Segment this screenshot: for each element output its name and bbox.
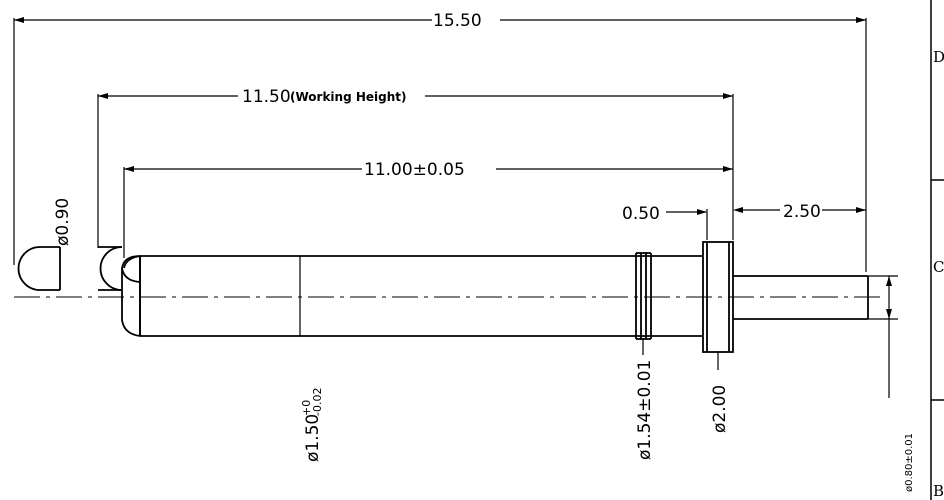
dim-flange-diameter: ø2.00 <box>710 385 730 433</box>
dim-working-height: 11.50 <box>242 87 291 107</box>
dim-ring-diameter: ø1.54±0.01 <box>635 360 655 460</box>
svg-text:-0.02: -0.02 <box>311 388 324 416</box>
zone-letter-b: B <box>933 482 944 500</box>
title-block-frame <box>931 0 944 500</box>
dim-overall-length: 15.50 <box>433 11 482 31</box>
dim-body-length: 11.00±0.05 <box>364 160 465 180</box>
dim-tail-length: 2.50 <box>783 202 821 222</box>
zone-letter-c: C <box>933 258 944 276</box>
dim-flange-thickness: 0.50 <box>622 204 660 224</box>
dim-barrel-diameter: ø1.50 +0 -0.02 <box>300 388 324 462</box>
dimension-lines <box>14 18 898 398</box>
dim-tail-diameter: ø0.80±0.01 <box>904 433 915 492</box>
zone-letter-d: D <box>933 48 944 66</box>
svg-text:ø1.50: ø1.50 <box>303 414 323 462</box>
dim-tip-diameter: ø0.90 <box>53 198 73 246</box>
dim-working-height-note: (Working Height) <box>290 90 407 104</box>
